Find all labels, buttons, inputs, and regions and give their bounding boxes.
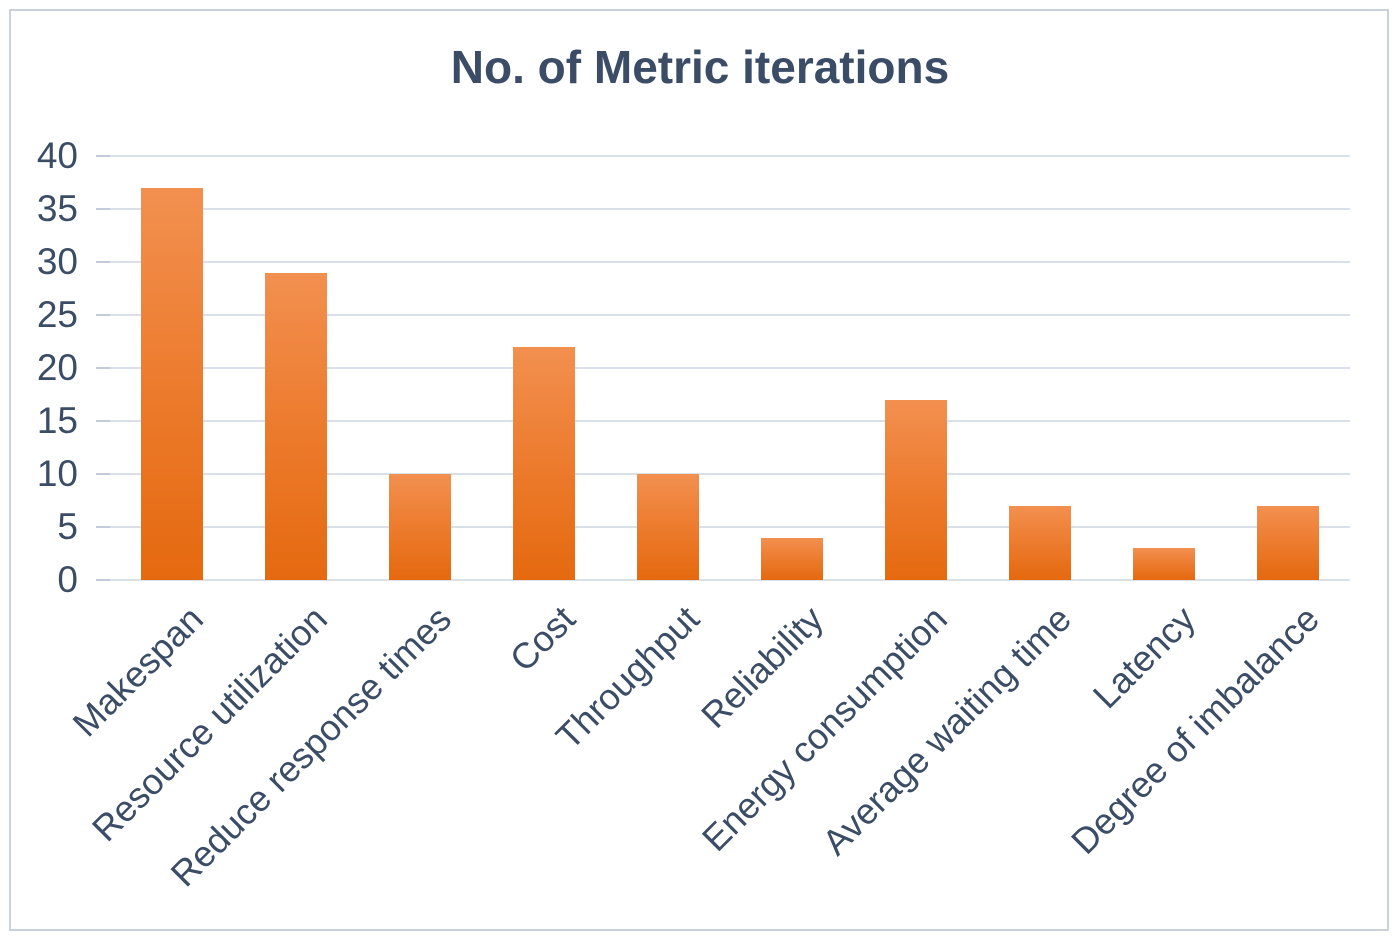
gridline	[110, 314, 1350, 316]
x-tick-label: Energy consumption	[693, 598, 955, 860]
y-tick-label: 0	[57, 559, 78, 600]
gridline	[110, 155, 1350, 157]
x-tick-label: Degree of imbalance	[1063, 598, 1327, 862]
x-tick-label: Resource utilization	[83, 598, 335, 850]
y-tick-label: 35	[36, 188, 78, 229]
x-tick-label: Latency	[1084, 598, 1203, 717]
bar	[637, 474, 699, 580]
bar	[141, 187, 203, 580]
y-axis-tick	[96, 155, 110, 157]
y-tick-label: 15	[36, 400, 78, 441]
gridline	[110, 526, 1350, 528]
bar	[1257, 505, 1319, 580]
gridline	[110, 473, 1350, 475]
y-axis-tick	[96, 314, 110, 316]
bar	[513, 346, 575, 580]
gridline	[110, 420, 1350, 422]
y-tick-label: 10	[36, 453, 78, 494]
bar	[1009, 505, 1071, 580]
y-tick-label: 30	[36, 241, 78, 282]
chart-border	[9, 9, 1389, 931]
y-axis-tick	[96, 208, 110, 210]
x-tick-label: Cost	[501, 598, 583, 680]
y-axis-tick	[96, 526, 110, 528]
y-axis-tick	[96, 473, 110, 475]
y-axis-tick	[96, 420, 110, 422]
gridline	[110, 261, 1350, 263]
y-axis-tick	[96, 261, 110, 263]
gridline	[110, 208, 1350, 210]
y-axis-tick	[96, 367, 110, 369]
bar	[761, 537, 823, 580]
y-axis-tick	[96, 579, 110, 581]
gridline	[110, 579, 1350, 581]
y-tick-label: 5	[57, 506, 78, 547]
y-tick-label: 25	[36, 294, 78, 335]
gridline	[110, 367, 1350, 369]
chart-title: No. of Metric iterations	[450, 41, 950, 93]
x-tick-label: Average waiting time	[814, 598, 1079, 863]
y-tick-label: 20	[36, 347, 78, 388]
bar	[389, 474, 451, 580]
bar	[1133, 548, 1195, 580]
bar	[885, 399, 947, 580]
y-tick-label: 40	[36, 135, 78, 176]
bar	[265, 272, 327, 580]
